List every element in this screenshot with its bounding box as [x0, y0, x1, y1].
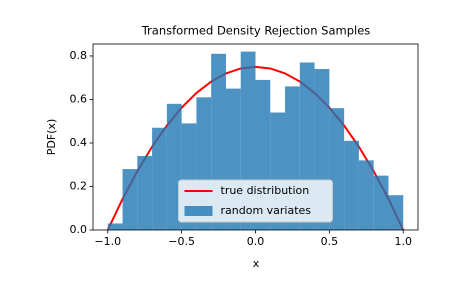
histogram-bar [166, 103, 182, 230]
x-tick-label: −0.5 [168, 235, 195, 248]
legend-swatch [184, 206, 213, 216]
histogram-bar [344, 140, 359, 230]
y-tick-label: 0.8 [70, 49, 88, 62]
histogram-bar [388, 195, 404, 230]
x-tick-label: 0.5 [321, 235, 339, 248]
histogram-bar [329, 108, 345, 230]
x-tick-label: 1.0 [394, 235, 412, 248]
histogram-bar [122, 169, 138, 230]
histogram-bar [152, 127, 167, 230]
x-tick-label: 0.0 [247, 235, 265, 248]
x-tick-label: −1.0 [94, 235, 121, 248]
legend-label: true distribution [221, 184, 310, 197]
histogram-bar [137, 156, 153, 230]
x-axis-label: x [253, 257, 260, 270]
y-tick-label: 0.0 [70, 223, 88, 236]
y-tick-label: 0.6 [70, 92, 88, 105]
histogram-bar [358, 160, 374, 230]
y-tick-label: 0.2 [70, 179, 88, 192]
histogram-bar [373, 175, 389, 230]
chart-title: Transformed Density Rejection Samples [141, 24, 371, 38]
y-tick-label: 0.4 [70, 136, 88, 149]
histogram-bar [107, 223, 123, 230]
y-axis-label: PDF(x) [45, 119, 58, 156]
legend-label: random variates [221, 204, 312, 217]
legend-box [178, 179, 333, 223]
legend: true distribution random variates [178, 179, 333, 223]
